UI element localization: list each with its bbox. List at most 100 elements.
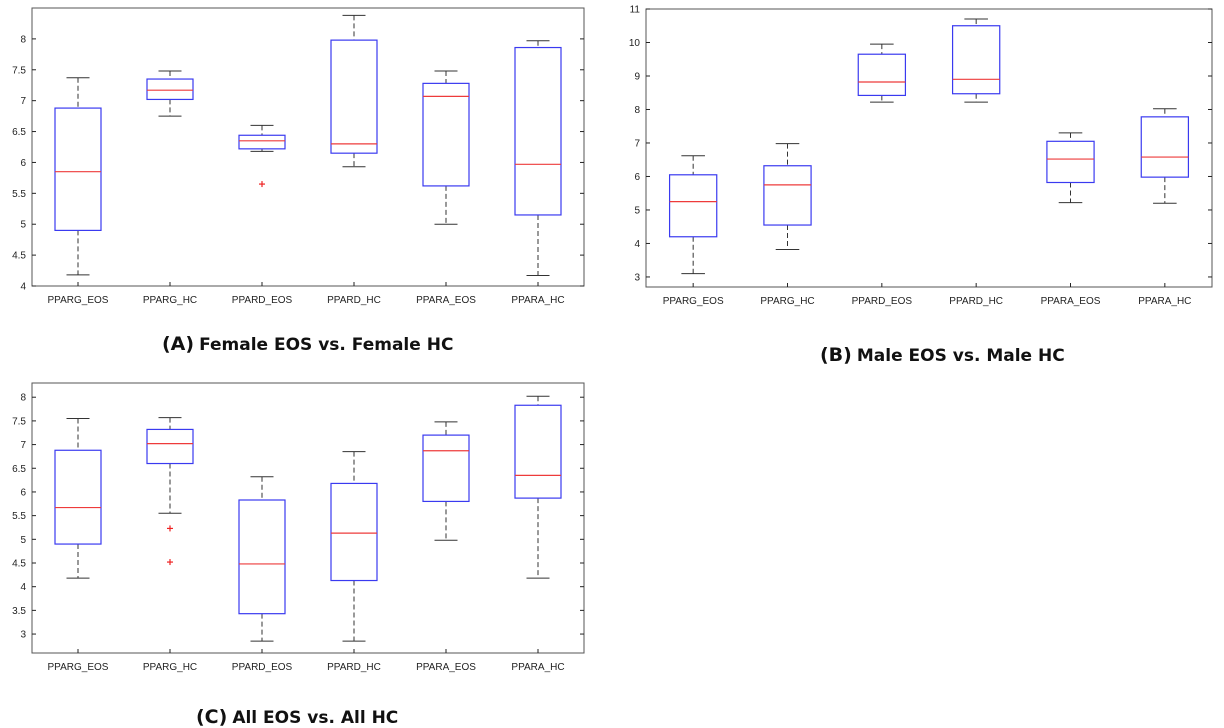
iqr-box — [1140, 116, 1190, 178]
y-tick-label: 5.5 — [12, 511, 26, 522]
y-tick-label: 8 — [20, 34, 26, 45]
x-tick-label: PPARA_HC — [511, 662, 564, 673]
iqr-box — [951, 25, 1001, 95]
iqr-box — [330, 482, 378, 582]
y-tick-label: 7 — [20, 440, 26, 451]
y-tick-label: 6 — [634, 172, 640, 183]
x-tick-label: PPARD_HC — [327, 662, 381, 673]
y-tick-label: 4 — [20, 582, 26, 593]
y-tick-label: 3 — [634, 272, 640, 283]
caption-b-text: Male EOS vs. Male HC — [856, 346, 1065, 366]
iqr-box — [54, 449, 102, 545]
caption-c-text: All EOS vs. All HC — [232, 708, 399, 728]
x-tick-label: PPARA_HC — [1138, 296, 1191, 307]
y-tick-label: 5 — [634, 205, 640, 216]
y-tick-label: 4 — [20, 282, 26, 293]
y-tick-label: 6 — [20, 158, 26, 169]
boxplot-chart-c: 3 3.5 4 4.5 5 5.5 6 6.5 7 7.5 8 PPARG_EOS PPARG_HC PP… — [12, 382, 585, 673]
y-tick-label: 4 — [634, 239, 640, 250]
y-tick-label: 8 — [634, 105, 640, 116]
caption-a: (A) Female EOS vs. Female HC — [162, 333, 453, 355]
box-group — [330, 14, 378, 168]
y-tick-label: 11 — [630, 5, 641, 16]
y-tick-label: 9 — [634, 71, 640, 82]
x-tick-label: PPARD_EOS — [852, 296, 913, 307]
y-tick-label: 4.5 — [12, 559, 26, 570]
iqr-box — [763, 165, 812, 226]
y-tick-label: 7.5 — [12, 65, 26, 76]
box-group — [1046, 132, 1095, 204]
box-group — [54, 77, 102, 276]
y-tick-label: 10 — [629, 38, 641, 49]
caption-a-text: Female EOS vs. Female HC — [199, 335, 454, 355]
y-tick-label: 6.5 — [12, 127, 26, 138]
box-group — [763, 143, 812, 250]
y-tick-label: 3 — [20, 630, 26, 641]
iqr-box — [238, 134, 286, 150]
iqr-box — [238, 499, 286, 615]
x-tick-label: PPARG_EOS — [48, 662, 109, 673]
box-group — [330, 451, 378, 642]
y-tick-label: 5 — [20, 220, 26, 231]
iqr-box — [857, 53, 907, 97]
x-tick-label: PPARG_EOS — [48, 295, 109, 306]
box-group — [514, 40, 562, 276]
iqr-box — [514, 46, 562, 216]
box-group — [857, 43, 907, 103]
box-group — [238, 476, 286, 642]
box-group — [54, 418, 102, 579]
box-group — [146, 70, 194, 117]
iqr-box — [514, 404, 562, 499]
x-tick-label: PPARG_HC — [143, 295, 197, 306]
x-tick-label: PPARG_HC — [760, 296, 814, 307]
iqr-box — [330, 39, 378, 154]
y-tick-label: 3.5 — [12, 606, 26, 617]
box-group — [422, 70, 470, 225]
iqr-box — [1046, 140, 1095, 184]
x-tick-label: PPARD_HC — [949, 296, 1003, 307]
plot-frame — [645, 8, 1213, 288]
y-tick-label: 7 — [634, 138, 640, 149]
caption-c: (C) All EOS vs. All HC — [196, 706, 398, 728]
box-group — [1140, 108, 1190, 204]
caption-b: (B) Male EOS vs. Male HC — [820, 344, 1065, 366]
iqr-box — [422, 82, 470, 187]
box-group — [238, 124, 286, 188]
y-tick-label: 7 — [20, 96, 26, 107]
x-tick-label: PPARA_EOS — [416, 662, 476, 673]
box-group — [146, 417, 194, 566]
y-tick-label: 8 — [20, 393, 26, 404]
boxplot-chart-a: 4 4.5 5 5.5 6 6.5 7 7.5 8 PPARG_EOS PPARG_HC PPARD_… — [12, 7, 585, 306]
caption-b-label: (B) — [820, 344, 852, 366]
x-tick-label: PPARG_EOS — [663, 296, 724, 307]
boxplot-panel-c: 3 3.5 4 4.5 5 5.5 6 6.5 7 7.5 8 PPARG_EOS PPARG_HC PP… — [0, 376, 600, 696]
x-tick-label: PPARD_HC — [327, 295, 381, 306]
boxplot-chart-b: 3 4 5 6 7 8 9 10 11 PPARG_EOS PPARG_HC PPARD_EOS PPA… — [629, 5, 1213, 307]
y-tick-label: 4.5 — [12, 251, 26, 262]
boxplot-panel-a: 4 4.5 5 5.5 6 6.5 7 7.5 8 PPARG_EOS PPARG_HC PPARD_… — [0, 0, 600, 320]
y-tick-label: 5 — [20, 535, 26, 546]
x-tick-label: PPARD_EOS — [232, 295, 293, 306]
x-tick-label: PPARD_EOS — [232, 662, 293, 673]
iqr-box — [146, 428, 194, 465]
iqr-box — [146, 78, 194, 101]
plot-frame — [31, 382, 585, 654]
x-tick-label: PPARG_HC — [143, 662, 197, 673]
plot-frame — [31, 7, 585, 287]
x-tick-label: PPARA_EOS — [1041, 296, 1101, 307]
box-group — [951, 18, 1001, 103]
boxplot-panel-b: 3 4 5 6 7 8 9 10 11 PPARG_EOS PPARG_HC PPARD_EOS PPA… — [612, 0, 1224, 320]
iqr-box — [422, 434, 470, 503]
y-tick-label: 5.5 — [12, 189, 26, 200]
x-tick-label: PPARA_HC — [511, 295, 564, 306]
y-tick-label: 6 — [20, 487, 26, 498]
box-group — [422, 421, 470, 541]
x-tick-label: PPARA_EOS — [416, 295, 476, 306]
iqr-box — [668, 174, 718, 238]
y-tick-label: 7.5 — [12, 416, 26, 427]
iqr-box — [54, 107, 102, 232]
y-tick-label: 6.5 — [12, 464, 26, 475]
box-group — [668, 155, 718, 275]
caption-a-label: (A) — [162, 333, 195, 355]
caption-c-label: (C) — [196, 706, 228, 728]
